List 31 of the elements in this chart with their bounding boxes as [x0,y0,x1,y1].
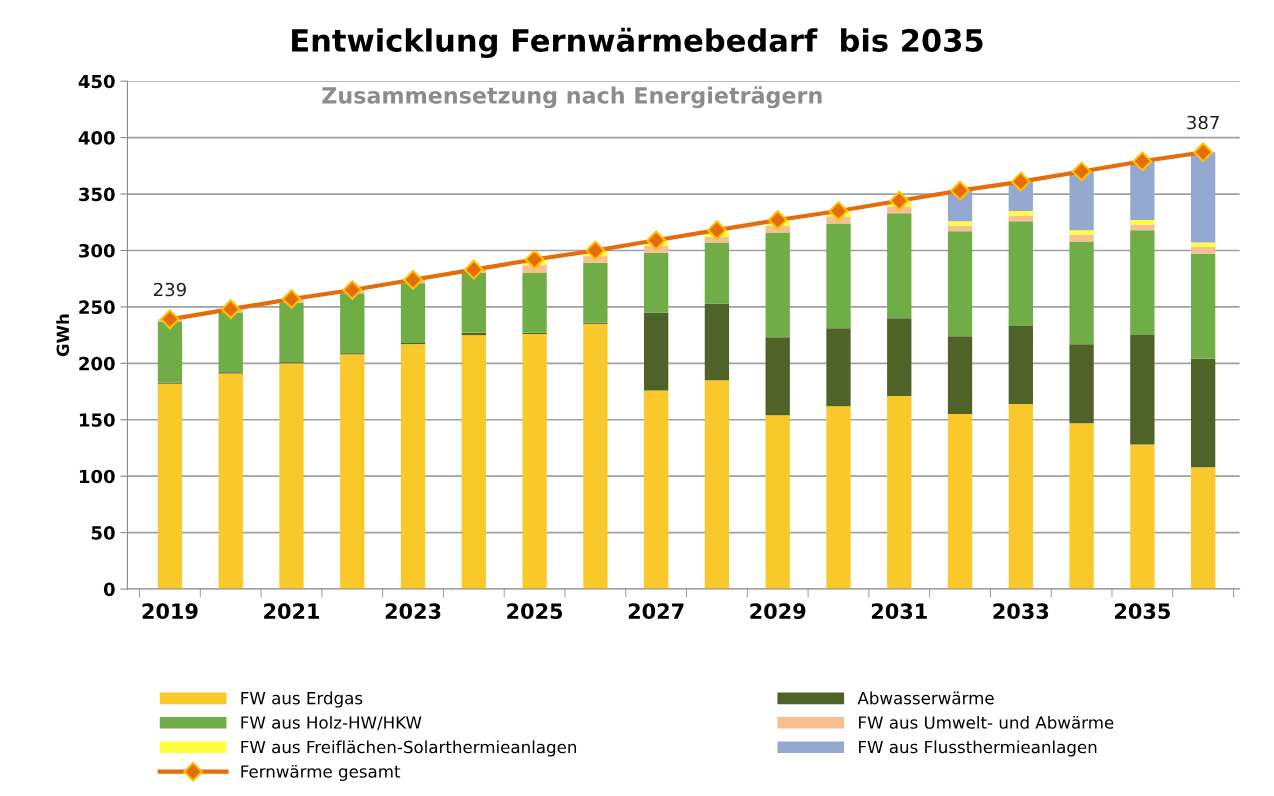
chart-title: Entwicklung Fernwärmebedarf bis 2035 [292,27,983,59]
data-label: 387 [1187,115,1219,130]
x-tick-label: 2021 [264,603,320,620]
x-tick-label: 2029 [750,603,806,620]
legend-label: FW aus Flussthermieanlagen [859,740,1097,757]
x-tick-label: 2031 [871,603,927,620]
y-tick-label: 250 [79,300,115,315]
legend-label: FW aus Erdgas [241,691,363,708]
chart-subtitle: Zusammensetzung nach Energieträgern [322,86,822,109]
y-tick-label: 100 [79,469,115,484]
y-tick-label: 450 [78,74,115,89]
y-tick-label: 0 [103,582,115,597]
y-tick-label: 50 [91,526,115,540]
y-axis-title: GWh [56,314,70,357]
y-tick-label: 350 [79,187,115,202]
x-tick-label: 2035 [1115,603,1170,620]
y-tick-label: 400 [78,131,115,145]
y-tick-label: 300 [79,243,115,258]
legend-label: FW aus Holz-HW/HKW [241,715,422,731]
x-tick-label: 2033 [993,603,1049,620]
y-tick-label: 200 [79,356,115,371]
x-tick-label: 2019 [142,603,198,620]
y-tick-label: 150 [79,413,115,427]
legend-label: FW aus Freiflächen-Solarthermieanlagen [241,740,577,757]
x-tick-label: 2025 [507,603,563,620]
legend-label: FW aus Umwelt- und Abwärme [859,715,1114,729]
legend-label: Abwasserwärme [857,691,994,705]
x-tick-label: 2027 [628,603,684,620]
legend-label: Fernwärme gesamt [241,764,401,781]
x-tick-label: 2023 [385,603,441,620]
data-label: 239 [154,282,186,297]
